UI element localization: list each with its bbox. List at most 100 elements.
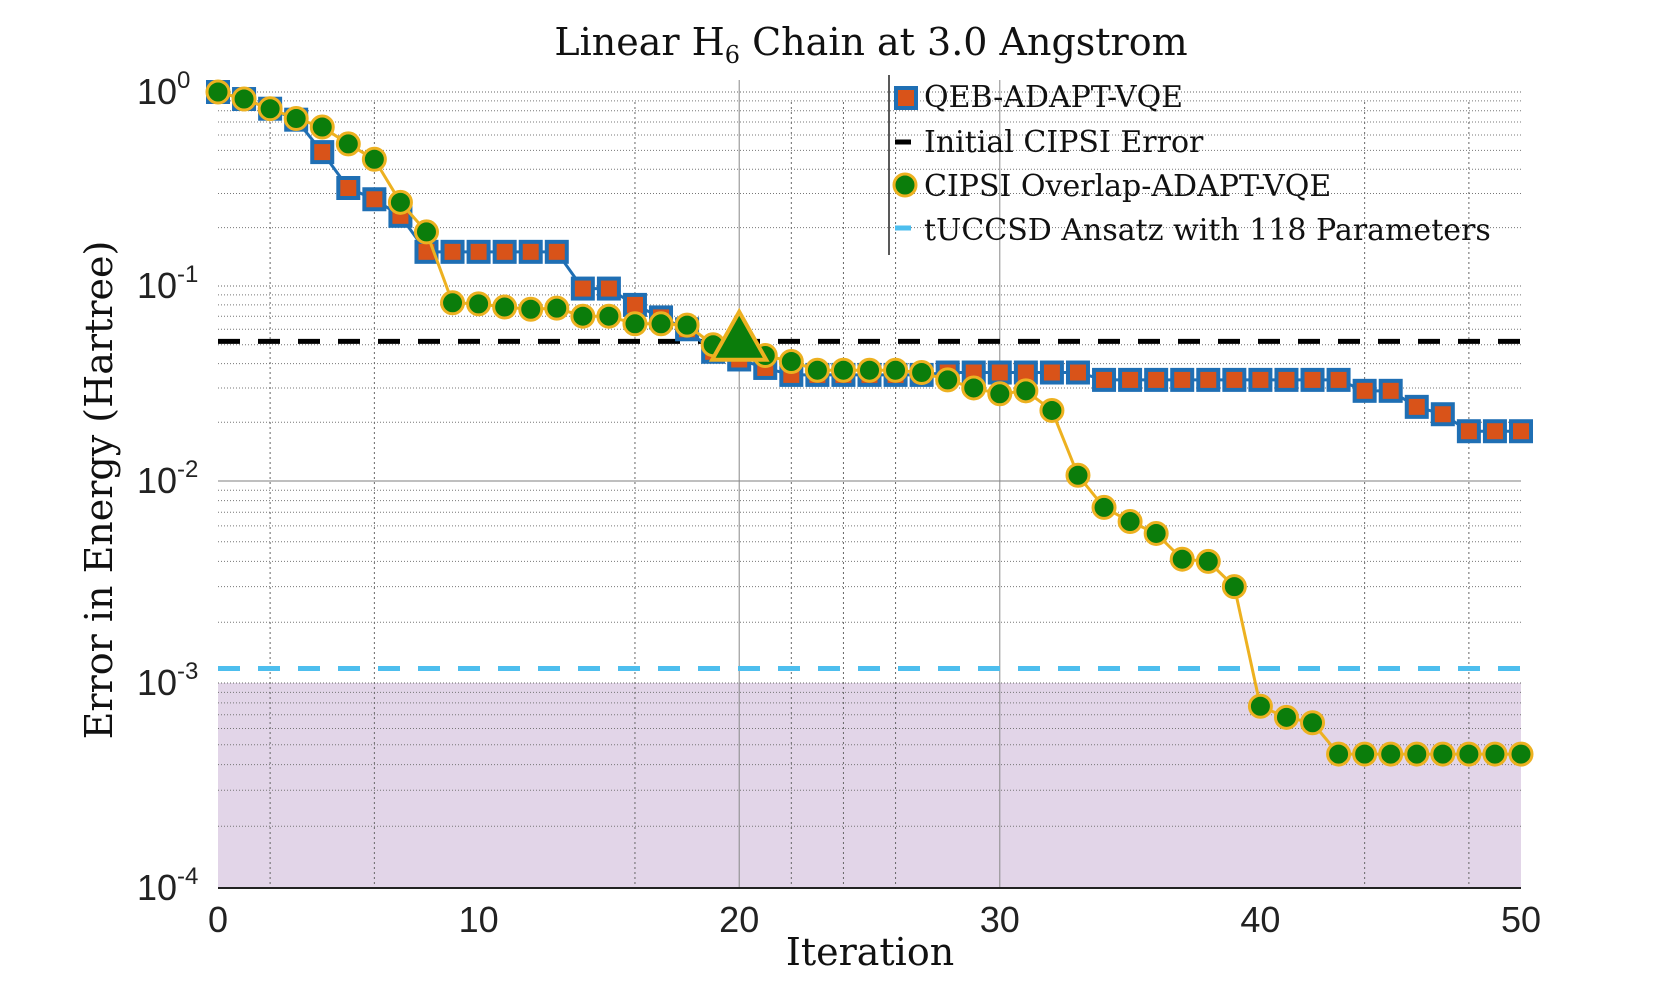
y-tick-base: 10 [137,867,177,908]
legend-entry-qeb: QEB-ADAPT-VQE [894,80,1183,115]
data-point-circle [1117,509,1143,535]
data-point-square [1326,367,1351,392]
data-point-square [570,276,595,301]
x-tick-label: 40 [1240,899,1280,940]
legend-circle-marker-icon [892,172,918,198]
y-tick-label: 10-2 [137,456,198,501]
x-axis-label: Iteration [786,930,954,974]
series-layer [205,79,1534,767]
data-point-circle [1456,741,1482,767]
data-point-circle [309,114,335,140]
data-point-square [1222,367,1247,392]
data-point-square [466,239,491,264]
data-point-square [362,187,387,212]
data-point-circle [674,312,700,338]
data-point-circle [857,357,882,383]
data-point-circle [1482,741,1508,767]
y-tick-exponent: 0 [177,67,190,94]
legend-label: Initial CIPSI Error [924,125,1204,160]
legend-entry-cipsi-overlap: CIPSI Overlap-ADAPT-VQE [892,169,1331,204]
reference-lines-layer [218,338,1521,671]
data-point-circle [387,189,413,215]
data-point-square [1378,378,1403,403]
data-point-square [492,239,517,264]
data-point-circle [1039,397,1065,423]
x-tick-labels: 0 10 20 30 40 50 [208,899,1541,940]
y-tick-exponent: -3 [177,658,198,685]
data-point-square [1170,367,1195,392]
data-point-circle [544,295,570,321]
data-point-square [1118,367,1143,392]
data-point-circle [987,381,1013,407]
legend-entry-initial-cipsi: Initial CIPSI Error [895,125,1204,160]
data-point-circle [1065,462,1091,488]
data-point-circle [257,96,283,122]
y-tick-base: 10 [137,460,177,501]
data-point-circle [570,303,596,329]
data-point-square [518,239,543,264]
data-point-circle [1378,741,1404,767]
shaded-region-layer [218,683,1521,888]
data-point-square [544,239,569,264]
chart-title: Linear H6 Chain at 3.0 Angstrom [554,20,1187,69]
data-point-square [596,276,621,301]
legend-square-marker-icon [894,86,918,110]
data-point-circle [413,219,439,245]
data-point-square [1092,367,1117,392]
data-point-circle [961,375,987,401]
highlight-triangle-marker [708,307,770,362]
data-point-circle [778,349,804,375]
data-point-circle [1169,546,1195,572]
y-tick-base: 10 [137,662,177,703]
title-rest: Chain at 3.0 Angstrom [740,20,1188,64]
title-subscript: 6 [725,41,740,69]
data-point-square [1352,378,1377,403]
data-point-square [1274,367,1299,392]
data-point-circle [1404,741,1430,767]
data-point-circle [231,86,257,112]
data-point-square [1248,367,1273,392]
data-point-circle [518,296,544,322]
data-point-circle [1326,741,1352,767]
legend-label: QEB-ADAPT-VQE [924,80,1183,115]
data-point-circle [883,357,909,383]
data-point-circle [1013,378,1039,404]
data-point-square [310,140,335,165]
y-tick-label: 100 [137,67,190,112]
y-tick-label: 10-4 [137,863,198,908]
shaded-region [218,683,1521,888]
data-point-square [1196,367,1221,392]
data-point-circle [1143,520,1169,546]
data-point-square [1144,367,1169,392]
data-point-circle [909,360,935,386]
data-point-square [1430,402,1455,427]
legend-label: tUCCSD Ansatz with 118 Parameters [924,213,1491,248]
y-tick-label: 10-3 [137,658,198,703]
data-point-circle [1221,574,1247,600]
data-point-square [1039,360,1064,385]
x-tick-label: 0 [208,899,228,940]
data-point-square [1456,419,1481,444]
y-axis-label: Error in Energy (Hartree) [77,241,121,740]
legend: QEB-ADAPT-VQE Initial CIPSI Error CIPSI … [888,75,1491,255]
data-point-circle [205,79,231,105]
x-tick-label: 10 [459,899,499,940]
data-point-circle [804,357,830,383]
y-tick-label: 10-1 [137,261,198,306]
data-point-square [1482,419,1507,444]
data-point-circle [830,357,856,383]
data-point-circle [335,131,361,157]
data-point-circle [361,146,387,172]
data-point-square [1065,360,1090,385]
y-tick-exponent: -2 [177,456,198,483]
data-point-circle [1091,494,1117,520]
data-point-circle [283,106,309,132]
legend-label: CIPSI Overlap-ADAPT-VQE [924,169,1331,204]
data-point-circle [440,290,466,316]
data-point-circle [1273,704,1299,730]
data-point-circle [1300,710,1326,736]
data-point-circle [1352,741,1378,767]
data-point-square [336,176,361,201]
